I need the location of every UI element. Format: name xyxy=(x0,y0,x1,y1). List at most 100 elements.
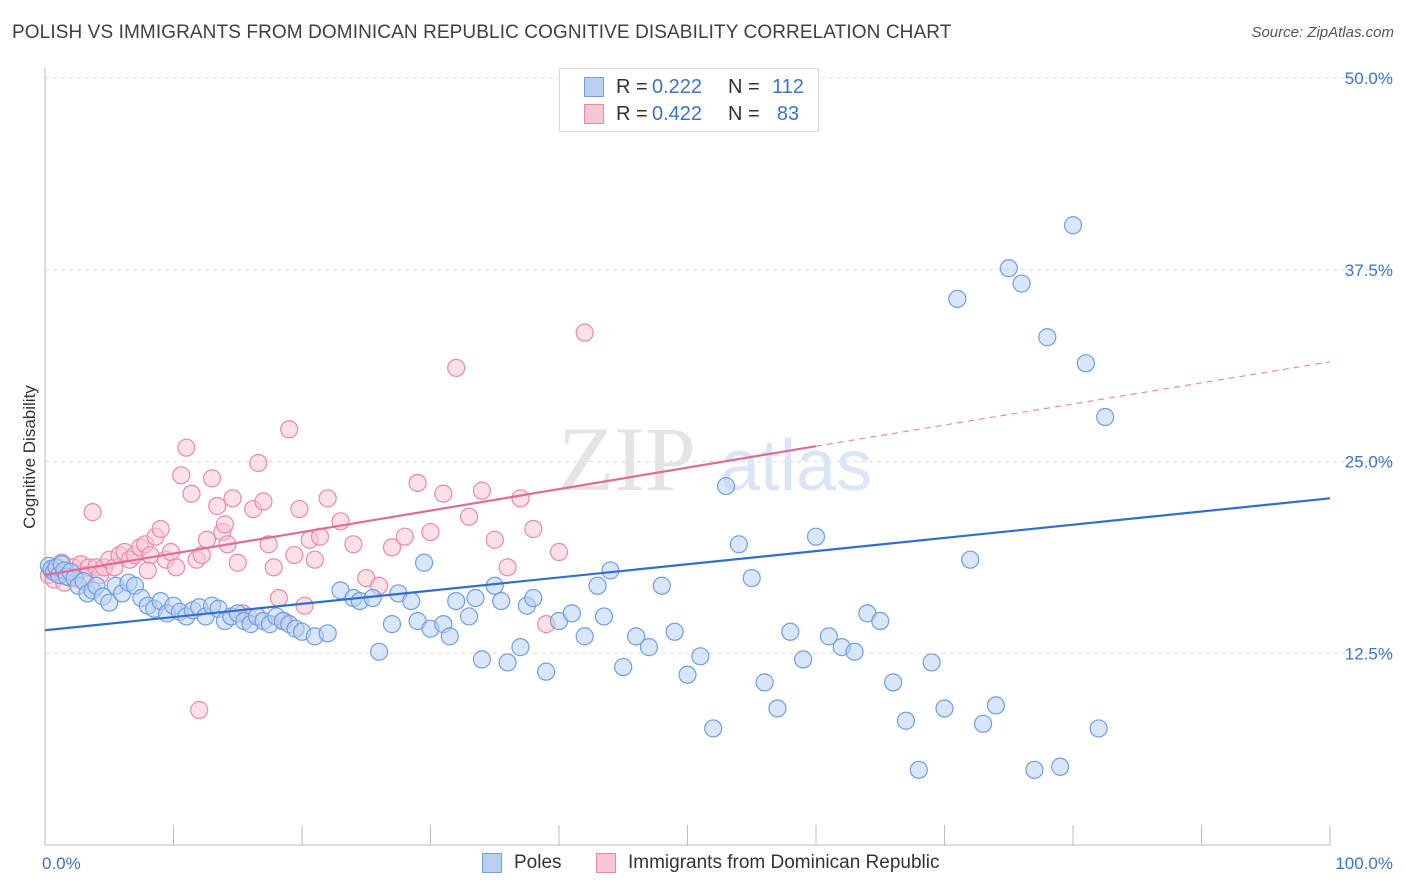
poles-point xyxy=(845,642,864,661)
dominican-point xyxy=(269,588,288,608)
poles-point xyxy=(691,647,710,666)
poles-point xyxy=(948,289,967,308)
stats-legend: R = 0.222 N = 112 R = 0.422 N = 83 xyxy=(559,68,819,132)
dominican-point xyxy=(172,466,191,485)
poles-point xyxy=(961,550,980,569)
watermark: ZIP atlas xyxy=(558,408,872,510)
y-tick-label: 50.0% xyxy=(1345,69,1393,88)
grid-lines xyxy=(45,77,1392,654)
poles-point xyxy=(922,653,941,672)
poles-point xyxy=(562,604,581,623)
poles-point xyxy=(414,553,434,572)
poles-point xyxy=(768,699,787,718)
dominican-point xyxy=(197,530,217,549)
r-label: R = xyxy=(616,102,648,125)
poles-trend-line xyxy=(44,497,1331,632)
poles-point xyxy=(459,607,479,626)
dominican-point xyxy=(249,453,268,473)
x-tick-label-min: 0.0% xyxy=(42,854,81,873)
n-label: N = xyxy=(728,102,760,125)
dominican-point xyxy=(285,545,304,565)
dominican-point xyxy=(166,558,186,577)
poles-point xyxy=(1063,216,1083,235)
dominican-point xyxy=(459,507,479,526)
n-value: 83 xyxy=(776,102,800,125)
y-tick-label: 25.0% xyxy=(1345,453,1393,472)
poles-point xyxy=(781,622,800,641)
dominican-point xyxy=(395,527,414,546)
dominican-point xyxy=(83,503,102,522)
poles-point xyxy=(594,607,614,626)
poles-point xyxy=(614,657,633,677)
dominican-point xyxy=(151,519,170,539)
legend-item-poles[interactable]: Poles xyxy=(482,852,562,874)
dominican-point xyxy=(549,542,569,562)
dominican-point xyxy=(190,700,209,720)
poles-point xyxy=(447,591,466,611)
poles-point xyxy=(896,711,916,730)
poles-label: Poles xyxy=(514,852,562,873)
poles-point xyxy=(1051,757,1070,776)
trend-lines xyxy=(44,361,1331,632)
dominican-point xyxy=(177,438,196,457)
dominican-label: Immigrants from Dominican Republic xyxy=(628,852,940,873)
poles-point xyxy=(639,638,659,657)
source-label: Source: ZipAtlas.com xyxy=(1251,24,1394,41)
poles-point xyxy=(440,627,459,646)
poles-point xyxy=(806,527,826,546)
dominican-point xyxy=(434,484,453,503)
legend-swatch-dominican xyxy=(584,104,604,124)
poles-point xyxy=(935,699,954,718)
poles-point xyxy=(1076,354,1095,373)
dominican-point xyxy=(208,496,227,516)
poles-point xyxy=(100,593,119,612)
dominican-point xyxy=(202,469,222,488)
legend-row-dominican: R = 0.422 N = 83 xyxy=(584,101,808,127)
y-tick-label: 12.5% xyxy=(1345,644,1393,663)
dominican-point xyxy=(485,530,504,549)
legend-row-poles: R = 0.222 N = 112 xyxy=(584,74,808,100)
dominican-point xyxy=(318,489,337,508)
poles-point xyxy=(729,535,749,554)
poles-point xyxy=(973,714,993,733)
poles-point xyxy=(999,259,1018,278)
poles-swatch xyxy=(482,853,502,873)
chart-title: POLISH VS IMMIGRANTS FROM DOMINICAN REPU… xyxy=(12,22,952,43)
dominican-point xyxy=(280,420,299,439)
poles-point xyxy=(1096,407,1115,427)
dominican-point xyxy=(215,515,234,534)
poles-point xyxy=(498,653,517,672)
y-tick-label: 37.5% xyxy=(1345,261,1393,280)
poles-point xyxy=(382,615,402,634)
poles-point xyxy=(1012,274,1031,293)
dominican-point xyxy=(447,358,466,378)
dominican-point xyxy=(182,484,201,503)
poles-point xyxy=(601,561,620,580)
dominican-point xyxy=(264,558,283,577)
legend-item-dominican[interactable]: Immigrants from Dominican Republic xyxy=(596,852,940,874)
dominican-point xyxy=(421,522,440,542)
poles-point xyxy=(986,696,1006,715)
poles-point xyxy=(742,568,761,588)
poles-point xyxy=(909,760,928,779)
dominican-point xyxy=(382,538,402,557)
dominican-point xyxy=(290,499,309,519)
poles-point xyxy=(537,662,556,681)
dominican-point xyxy=(472,481,491,500)
dominican-point xyxy=(524,519,543,539)
poles-point xyxy=(626,627,646,646)
poles-point xyxy=(588,576,607,595)
poles-point xyxy=(575,627,594,646)
dominican-trend-line xyxy=(44,445,817,577)
dominican-point xyxy=(344,535,363,554)
dominican-point xyxy=(141,545,160,565)
watermark-atlas: atlas xyxy=(720,426,872,506)
dominican-point xyxy=(498,558,517,577)
poles-point xyxy=(466,588,485,608)
poles-point xyxy=(524,588,543,608)
dominican-point xyxy=(511,489,530,508)
poles-point xyxy=(819,627,838,646)
poles-point xyxy=(755,673,774,692)
dominican-point xyxy=(305,550,324,569)
r-value: 0.422 xyxy=(652,102,703,125)
